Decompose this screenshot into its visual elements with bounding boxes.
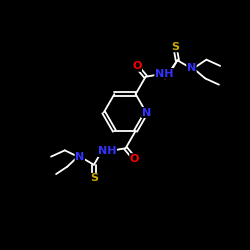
Text: S: S (171, 42, 179, 52)
Text: S: S (90, 174, 98, 184)
Text: N: N (75, 152, 85, 162)
Text: O: O (132, 61, 141, 71)
Text: N: N (142, 108, 151, 118)
Text: N: N (187, 64, 196, 74)
Text: O: O (130, 154, 139, 164)
Text: NH: NH (98, 146, 116, 156)
Text: NH: NH (155, 68, 173, 78)
